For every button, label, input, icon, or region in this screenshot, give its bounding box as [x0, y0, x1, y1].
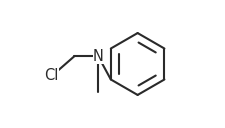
Text: N: N: [92, 49, 103, 64]
Text: Cl: Cl: [44, 68, 59, 83]
